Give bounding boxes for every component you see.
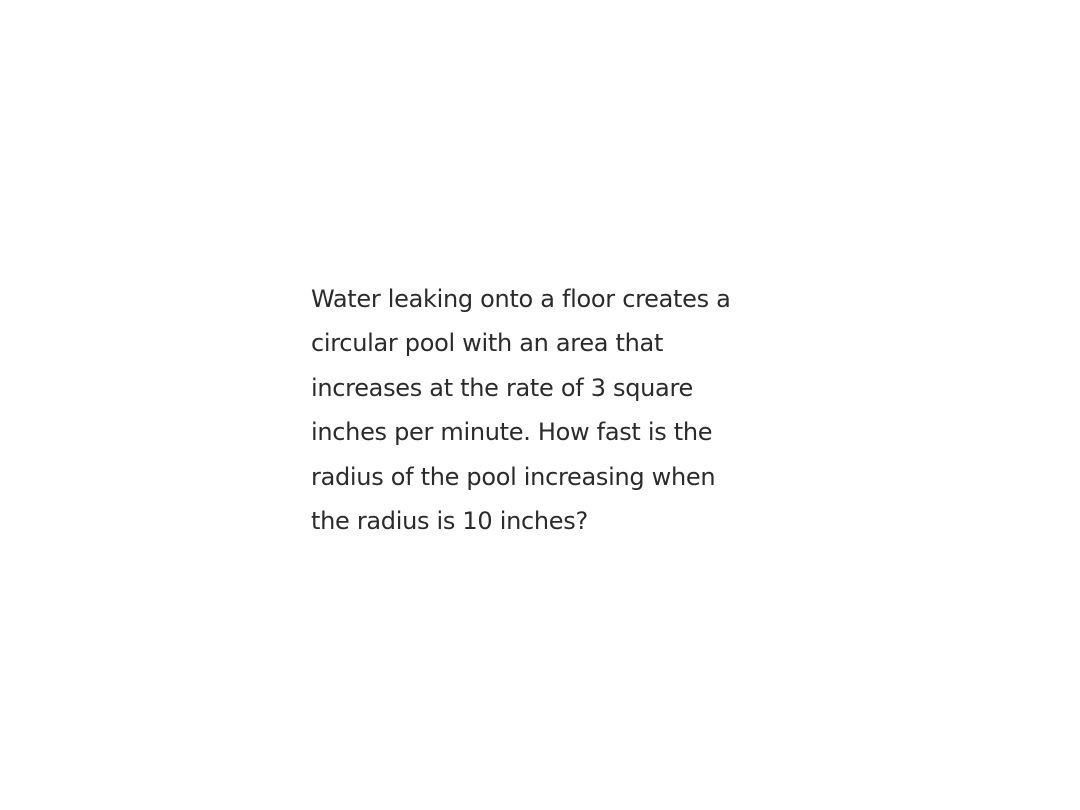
problem-line-1: Water leaking onto a floor creates a — [311, 285, 731, 313]
problem-line-3: increases at the rate of 3 square — [311, 373, 693, 402]
problem-line-5: radius of the pool increasing when — [311, 462, 716, 491]
problem-statement: Water leaking onto a floor creates a cir… — [311, 277, 791, 543]
problem-line-6: the radius is 10 inches? — [311, 507, 588, 536]
problem-line-2: circular pool with an area that — [311, 329, 664, 358]
problem-line-4: inches per minute. How fast is the — [311, 418, 713, 447]
